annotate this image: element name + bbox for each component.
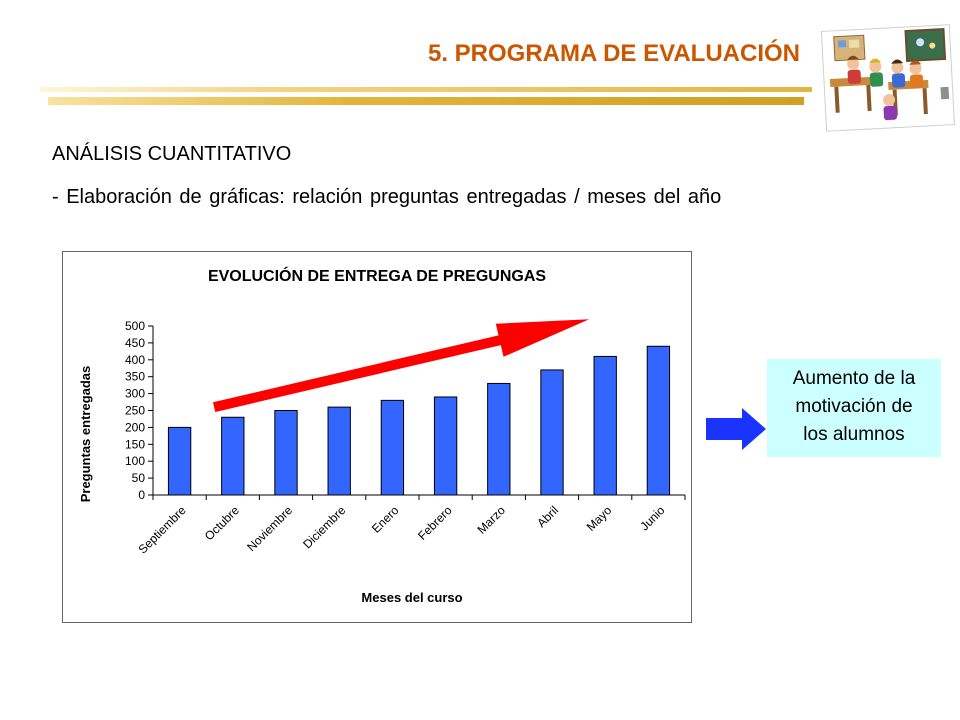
y-tick-label: 50 (132, 471, 146, 485)
x-tick-label: Junio (637, 503, 667, 533)
y-tick-label: 250 (125, 404, 145, 418)
x-tick-label: Diciembre (300, 503, 348, 551)
result-line: motivación de (795, 396, 913, 417)
bar (646, 345, 671, 496)
slide-title: 5. PROGRAMA DE EVALUACIÓN (427, 40, 800, 67)
title-underline-thin (40, 87, 812, 92)
x-tick-label: Mayo (584, 503, 615, 534)
chart-frame: EVOLUCIÓN DE ENTREGA DE PREGUNGAS 0 50 100… (62, 251, 692, 623)
y-tick-label: 150 (125, 437, 145, 451)
y-axis-label: Preguntas entregadas (78, 365, 93, 503)
x-tick-label: Febrero (415, 503, 455, 543)
y-tick-label: 400 (125, 353, 145, 367)
y-tick-label: 350 (125, 370, 145, 384)
x-tick-label: Abril (534, 503, 561, 530)
x-tick-label: Enero (369, 503, 402, 536)
y-tick-label: 450 (125, 336, 145, 350)
result-line: los alumnos (803, 424, 905, 445)
arrow-right-icon (706, 408, 766, 450)
bar (593, 355, 617, 496)
section-heading: ANÁLISIS CUANTITATIVO (52, 143, 292, 165)
x-tick-label: Marzo (474, 503, 508, 537)
bar (167, 426, 192, 496)
x-tick-label: Noviembre (244, 503, 295, 554)
y-tick-label: 100 (125, 454, 145, 468)
bullet-text: - Elaboración de gráficas: relación preg… (52, 186, 722, 208)
bar (221, 416, 245, 496)
x-axis-label: Meses del curso (361, 590, 463, 605)
title-underline-thick (48, 97, 804, 105)
result-line: Aumento de la (792, 368, 916, 389)
y-tick-label: 500 (125, 319, 145, 333)
chart-title: EVOLUCIÓN DE ENTREGA DE PREGUNGAS (207, 268, 547, 285)
bar (487, 382, 511, 496)
y-tick-label: 300 (125, 387, 145, 401)
y-tick-label: 0 (138, 488, 145, 502)
x-tick-label: Octubre (202, 503, 242, 543)
y-tick-label: 200 (125, 420, 145, 434)
bar (433, 396, 458, 496)
bar (274, 410, 298, 496)
chart-plot: 0 50 100 150 200 250 300 350 400 450 500 Septiembre… (125, 319, 686, 557)
result-box: Aumento de la motivación de los alumnos (767, 359, 941, 457)
x-tick-label: Septiembre (135, 503, 189, 557)
trend-arrow (213, 319, 590, 412)
bar (540, 369, 564, 496)
bar (327, 406, 351, 496)
bar (380, 399, 405, 496)
classroom-students-clipart (820, 24, 956, 132)
